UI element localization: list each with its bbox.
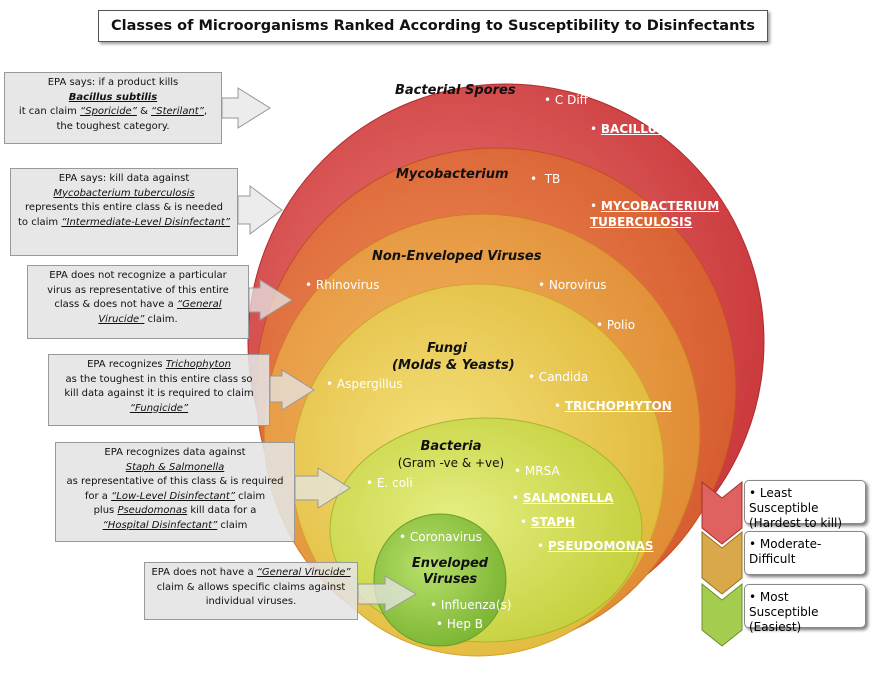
class-label: Bacteria (Gram -ve & +ve) <box>397 439 505 470</box>
item: • Hep B <box>436 617 483 631</box>
item: • Coronavirus <box>399 530 482 544</box>
chevron-tan <box>701 530 743 595</box>
class-label: Mycobacterium <box>396 167 509 182</box>
item: • C Diff <box>544 93 588 107</box>
note-spores: EPA says: if a product kills Bacillus sub… <box>4 72 222 144</box>
item: • MRSA <box>514 464 560 478</box>
item: • Rhinovirus <box>305 278 380 292</box>
item: • SALMONELLA <box>512 491 614 505</box>
item: • MYCOBACTERIUM TUBERCULOSIS <box>590 199 720 229</box>
item: • Norovirus <box>538 278 607 292</box>
class-label: Fungi (Molds & Yeasts) <box>392 341 515 373</box>
item: • Polio <box>596 318 636 332</box>
note-bacteria: EPA recognizes data against Staph & Salmo… <box>55 442 295 542</box>
class-label: Bacterial Spores <box>395 83 516 98</box>
item: • Influenza(s) <box>430 598 512 612</box>
arrow-icon <box>294 467 351 509</box>
note-myco: EPA says: kill data against Mycobacterium… <box>10 168 238 256</box>
chevron-red <box>701 480 743 545</box>
item: • E. coli <box>366 476 413 490</box>
arrow-icon <box>237 185 283 235</box>
item: • Candida <box>528 370 589 384</box>
item: • PSEUDOMONAS <box>537 539 654 553</box>
arrow-icon <box>221 87 271 129</box>
arrow-icon <box>248 279 293 321</box>
item: • TRICHOPHYTON <box>554 399 672 413</box>
arrow-icon <box>269 369 315 411</box>
item: • Anthrax <box>274 122 333 136</box>
arrow-icon <box>357 575 417 613</box>
legend-moderate: • Moderate- Difficult <box>744 531 866 575</box>
class-label: Non-Enveloped Viruses <box>372 249 542 264</box>
diagram-title: Classes of Microorganisms Ranked Accordi… <box>98 10 768 42</box>
note-fungi: EPA recognizes Trichophyton as the toughe… <box>48 354 270 426</box>
item: • TB <box>530 172 561 186</box>
chevron-green <box>701 582 743 647</box>
item: • Aspergillus <box>326 377 403 391</box>
item: • BACILLUS <box>590 122 666 136</box>
legend-chevrons <box>701 480 743 647</box>
item: • STAPH <box>520 515 575 529</box>
class-label: Enveloped Viruses <box>411 556 489 587</box>
legend-least-susceptible: • Least Susceptible (Hardest to kill) <box>744 480 866 530</box>
legend-most-susceptible: • Most Susceptible (Easiest) <box>744 584 866 634</box>
circle-enveloped <box>373 513 507 647</box>
